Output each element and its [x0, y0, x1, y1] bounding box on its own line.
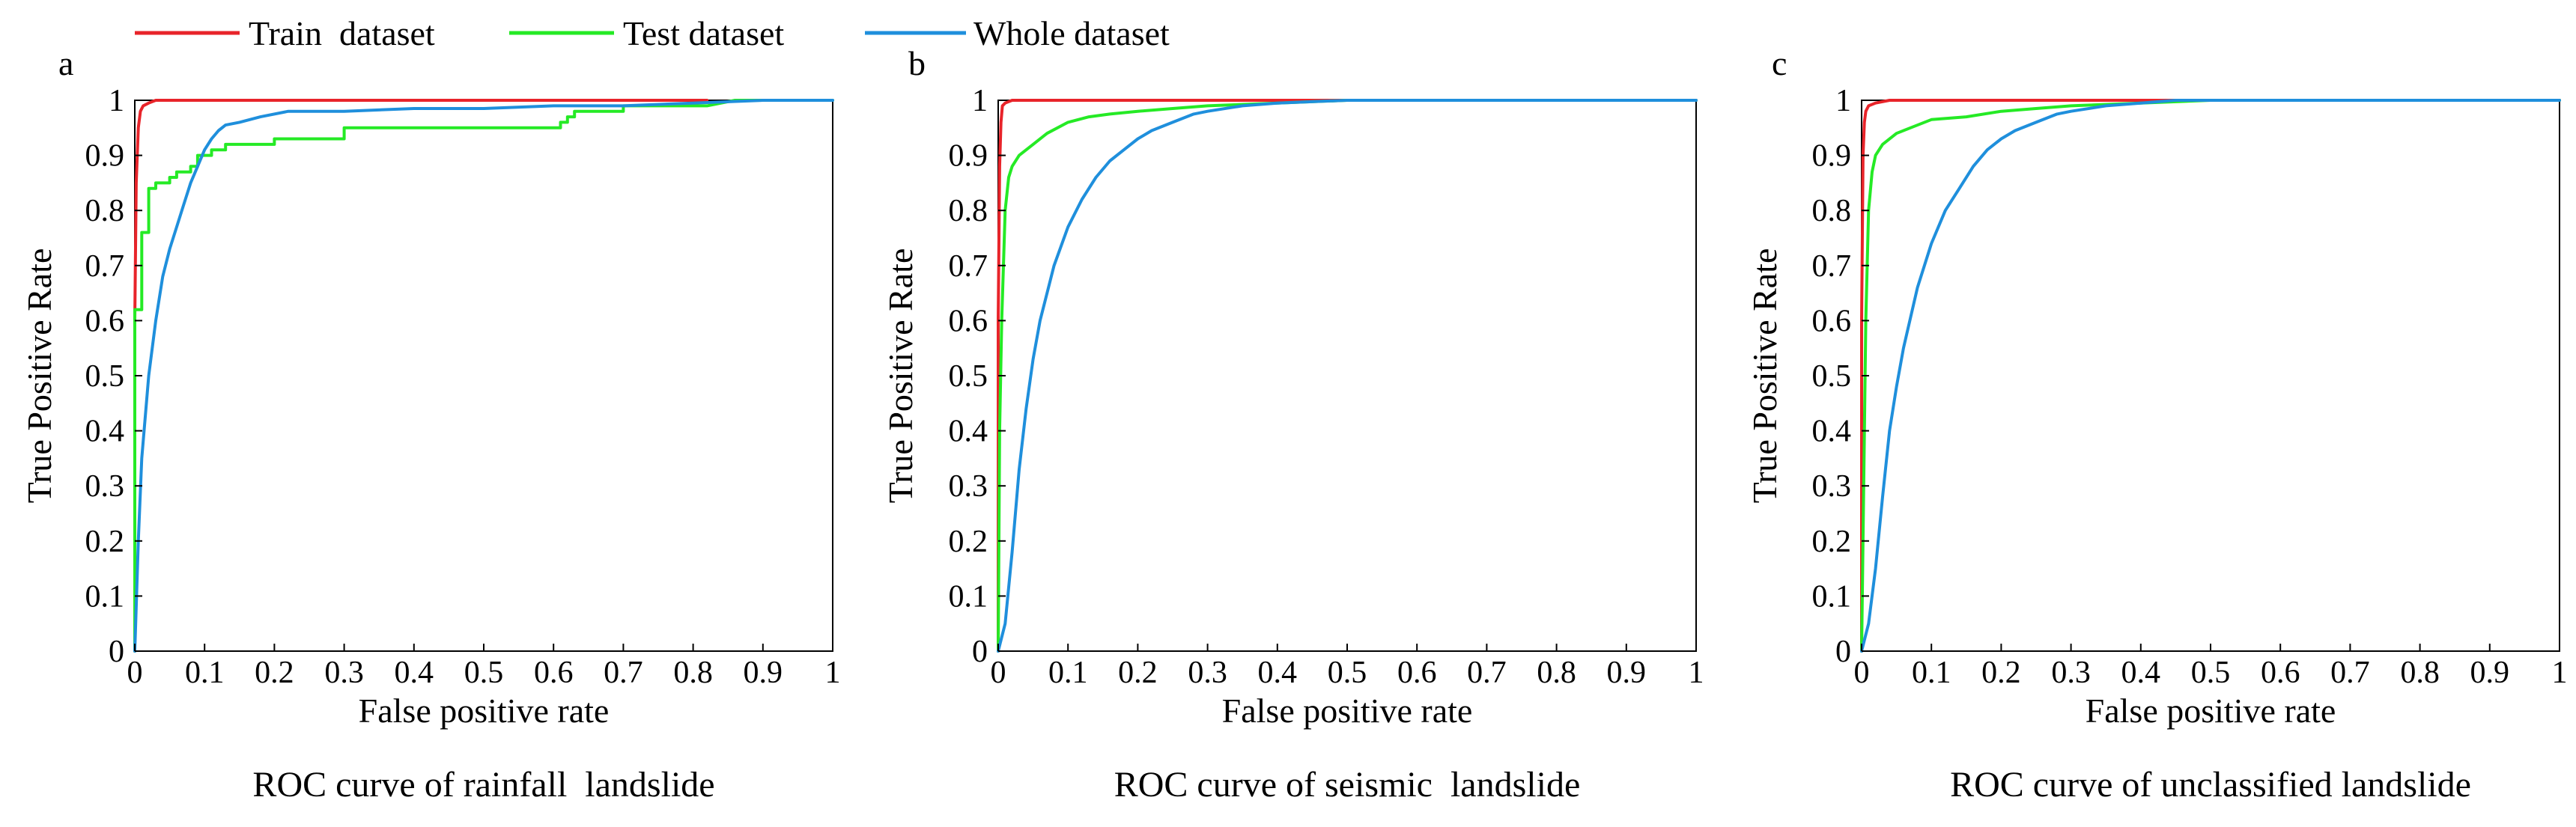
- roc-panel-a: a 0 0.1 0.2 0.3 0.4 0.5 0.6 0.7 0.8 0.9 1 0 0.1 0.2 0.3…: [20, 44, 841, 805]
- x-tick-label: 0.2: [1981, 656, 2021, 690]
- x-tick-label: 0.1: [185, 656, 225, 690]
- y-tick-label: 0.8: [1812, 194, 1852, 228]
- x-tick-label: 0: [1854, 656, 1870, 690]
- y-tick-label: 0.1: [85, 579, 125, 614]
- series-line-train-dataset: [1860, 99, 2561, 653]
- x-tick-label: 0: [991, 656, 1006, 690]
- x-tick-label: 0.9: [744, 656, 783, 690]
- panel-letter: c: [1772, 44, 1787, 82]
- chart-caption: ROC curve of seismic landslide: [1114, 765, 1581, 805]
- x-tick-label: 0.4: [2121, 656, 2161, 690]
- x-tick-label: 0.8: [2400, 656, 2440, 690]
- y-tick-label: 0.3: [1812, 469, 1852, 504]
- y-tick-label: 0.2: [949, 525, 988, 559]
- y-tick-label: 0.2: [1812, 525, 1852, 559]
- x-tick-label: 0.4: [1258, 656, 1298, 690]
- y-axis-label: True Positive Rate: [881, 248, 920, 504]
- legend: Train dataset Test dataset Whole dataset: [135, 14, 1170, 52]
- y-tick-label: 0.6: [85, 304, 125, 338]
- y-tick-label: 0.4: [85, 415, 125, 449]
- x-tick-label: 0.8: [673, 656, 713, 690]
- x-tick-label: 0.6: [1397, 656, 1437, 690]
- y-tick-label: 0.7: [1812, 249, 1852, 284]
- y-tick-label: 1: [1835, 84, 1851, 118]
- series-line-whole-dataset: [133, 99, 834, 653]
- y-tick-label: 0.8: [949, 194, 988, 228]
- y-tick-label: 0.4: [1812, 415, 1852, 449]
- x-tick-label: 1: [2552, 656, 2568, 690]
- y-tick-label: 0.1: [949, 579, 988, 614]
- y-tick-label: 0: [1835, 635, 1851, 669]
- series-line-whole-dataset: [1860, 99, 2561, 653]
- series-group: [133, 99, 834, 653]
- y-tick-label: 0: [109, 635, 124, 669]
- x-tick-label: 0.8: [1537, 656, 1576, 690]
- x-tick-label: 0.7: [2330, 656, 2370, 690]
- y-tick-label: 0.3: [85, 469, 125, 504]
- y-tick-label: 0.9: [1812, 139, 1852, 174]
- x-tick-label: 1: [825, 656, 841, 690]
- x-tick-label: 0.1: [1912, 656, 1951, 690]
- y-tick-label: 1: [972, 84, 988, 118]
- y-tick-label: 1: [109, 84, 124, 118]
- x-axis-label: False positive rate: [1222, 692, 1473, 730]
- chart-caption: ROC curve of rainfall landslide: [252, 765, 714, 805]
- legend-label-train: Train dataset: [249, 14, 435, 52]
- y-tick-label: 0.8: [85, 194, 125, 228]
- x-tick-label: 0.3: [1188, 656, 1227, 690]
- y-tick-label: 0.2: [85, 525, 125, 559]
- y-axis-label: True Positive Rate: [20, 248, 58, 504]
- y-tick-label: 0.3: [949, 469, 988, 504]
- series-group: [1860, 99, 2561, 653]
- x-tick-label: 1: [1689, 656, 1704, 690]
- y-tick-label: 0.6: [949, 304, 988, 338]
- x-tick-label: 0.3: [2051, 656, 2091, 690]
- series-line-whole-dataset: [997, 99, 1698, 653]
- panel-letter: a: [58, 44, 73, 82]
- y-axis-label: True Positive Rate: [1746, 248, 1784, 504]
- x-tick-label: 0.5: [2191, 656, 2231, 690]
- x-tick-label: 0.1: [1048, 656, 1088, 690]
- x-tick-label: 0.2: [1118, 656, 1158, 690]
- y-tick-label: 0.1: [1812, 579, 1852, 614]
- y-tick-label: 0.5: [85, 359, 125, 394]
- y-tick-label: 0.9: [949, 139, 988, 174]
- series-line-train-dataset: [133, 99, 709, 653]
- legend-label-whole: Whole dataset: [973, 14, 1170, 52]
- legend-label-test: Test dataset: [623, 14, 784, 52]
- panel-letter: b: [908, 44, 926, 82]
- x-tick-label: 0.7: [1467, 656, 1507, 690]
- x-tick-label: 0.7: [604, 656, 643, 690]
- x-tick-label: 0.5: [464, 656, 504, 690]
- x-tick-label: 0.6: [2261, 656, 2300, 690]
- x-tick-label: 0.4: [395, 656, 434, 690]
- x-tick-label: 0.3: [324, 656, 364, 690]
- series-line-train-dataset: [997, 99, 1698, 653]
- x-tick-label: 0.9: [1607, 656, 1647, 690]
- y-tick-label: 0.5: [949, 359, 988, 394]
- y-tick-label: 0: [972, 635, 988, 669]
- y-tick-label: 0.5: [1812, 359, 1852, 394]
- x-tick-label: 0.6: [534, 656, 574, 690]
- x-tick-label: 0: [127, 656, 143, 690]
- chart-caption: ROC curve of unclassified landslide: [1950, 765, 2471, 805]
- x-axis-label: False positive rate: [2086, 692, 2336, 730]
- x-tick-label: 0.2: [255, 656, 294, 690]
- y-tick-label: 0.9: [85, 139, 125, 174]
- x-tick-label: 0.9: [2470, 656, 2510, 690]
- y-tick-label: 0.7: [949, 249, 988, 284]
- roc-panel-c: c 0 0.1 0.2 0.3 0.4 0.5 0.6 0.7 0.8 0.9 1 0 0.1 0.2 0.3…: [1746, 44, 2568, 805]
- x-tick-label: 0.5: [1328, 656, 1367, 690]
- y-tick-label: 0.7: [85, 249, 125, 284]
- x-axis-label: False positive rate: [359, 692, 610, 730]
- y-tick-label: 0.4: [949, 415, 988, 449]
- roc-panel-b: b 0 0.1 0.2 0.3 0.4 0.5 0.6 0.7 0.8 0.9 1 0 0.1 0.2 0.3…: [881, 44, 1704, 805]
- series-line-test-dataset: [133, 99, 834, 653]
- y-tick-label: 0.6: [1812, 304, 1852, 338]
